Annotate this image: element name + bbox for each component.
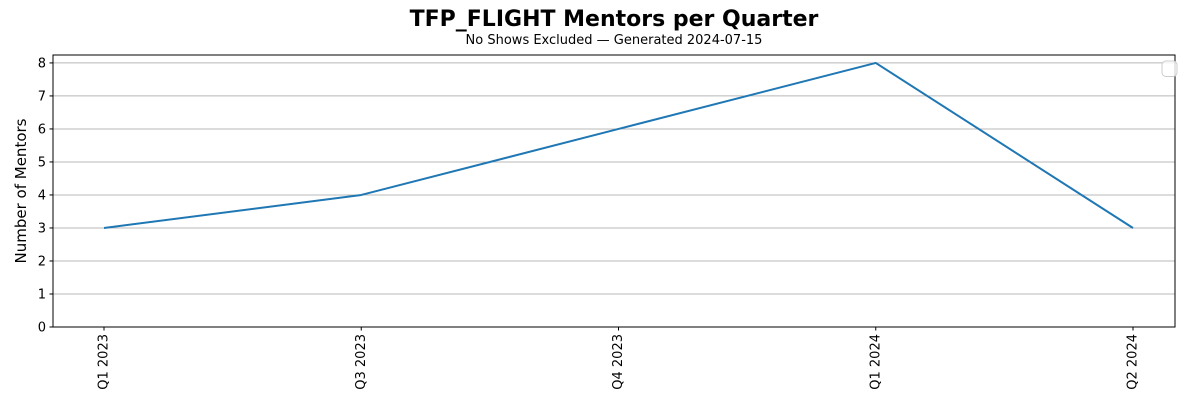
y-tick-label: 7 [38,89,46,104]
legend-box [1161,60,1178,77]
y-tick-label: 8 [38,56,46,71]
y-tick-label: 2 [38,254,46,269]
y-tick-label: 3 [38,221,46,236]
y-tick-label: 0 [38,321,46,336]
y-tick-label: 4 [38,188,46,203]
chart-title: TFP_FLIGHT Mentors per Quarter [409,7,819,32]
x-tick-label: Q1 2024 [868,334,883,390]
y-tick-label: 6 [38,122,46,137]
plot-border [52,54,1176,328]
chart-subtitle: No Shows Excluded — Generated 2024-07-15 [465,33,763,48]
y-tick-label: 1 [38,287,46,302]
x-tick-label: Q2 2024 [1126,334,1141,390]
x-tick-label: Q4 2023 [611,334,626,390]
data-line-mentors [103,61,1134,229]
x-tick-label: Q1 2023 [97,334,112,390]
x-tick-label: Q3 2023 [354,334,369,390]
y-tick-label: 5 [38,155,46,170]
